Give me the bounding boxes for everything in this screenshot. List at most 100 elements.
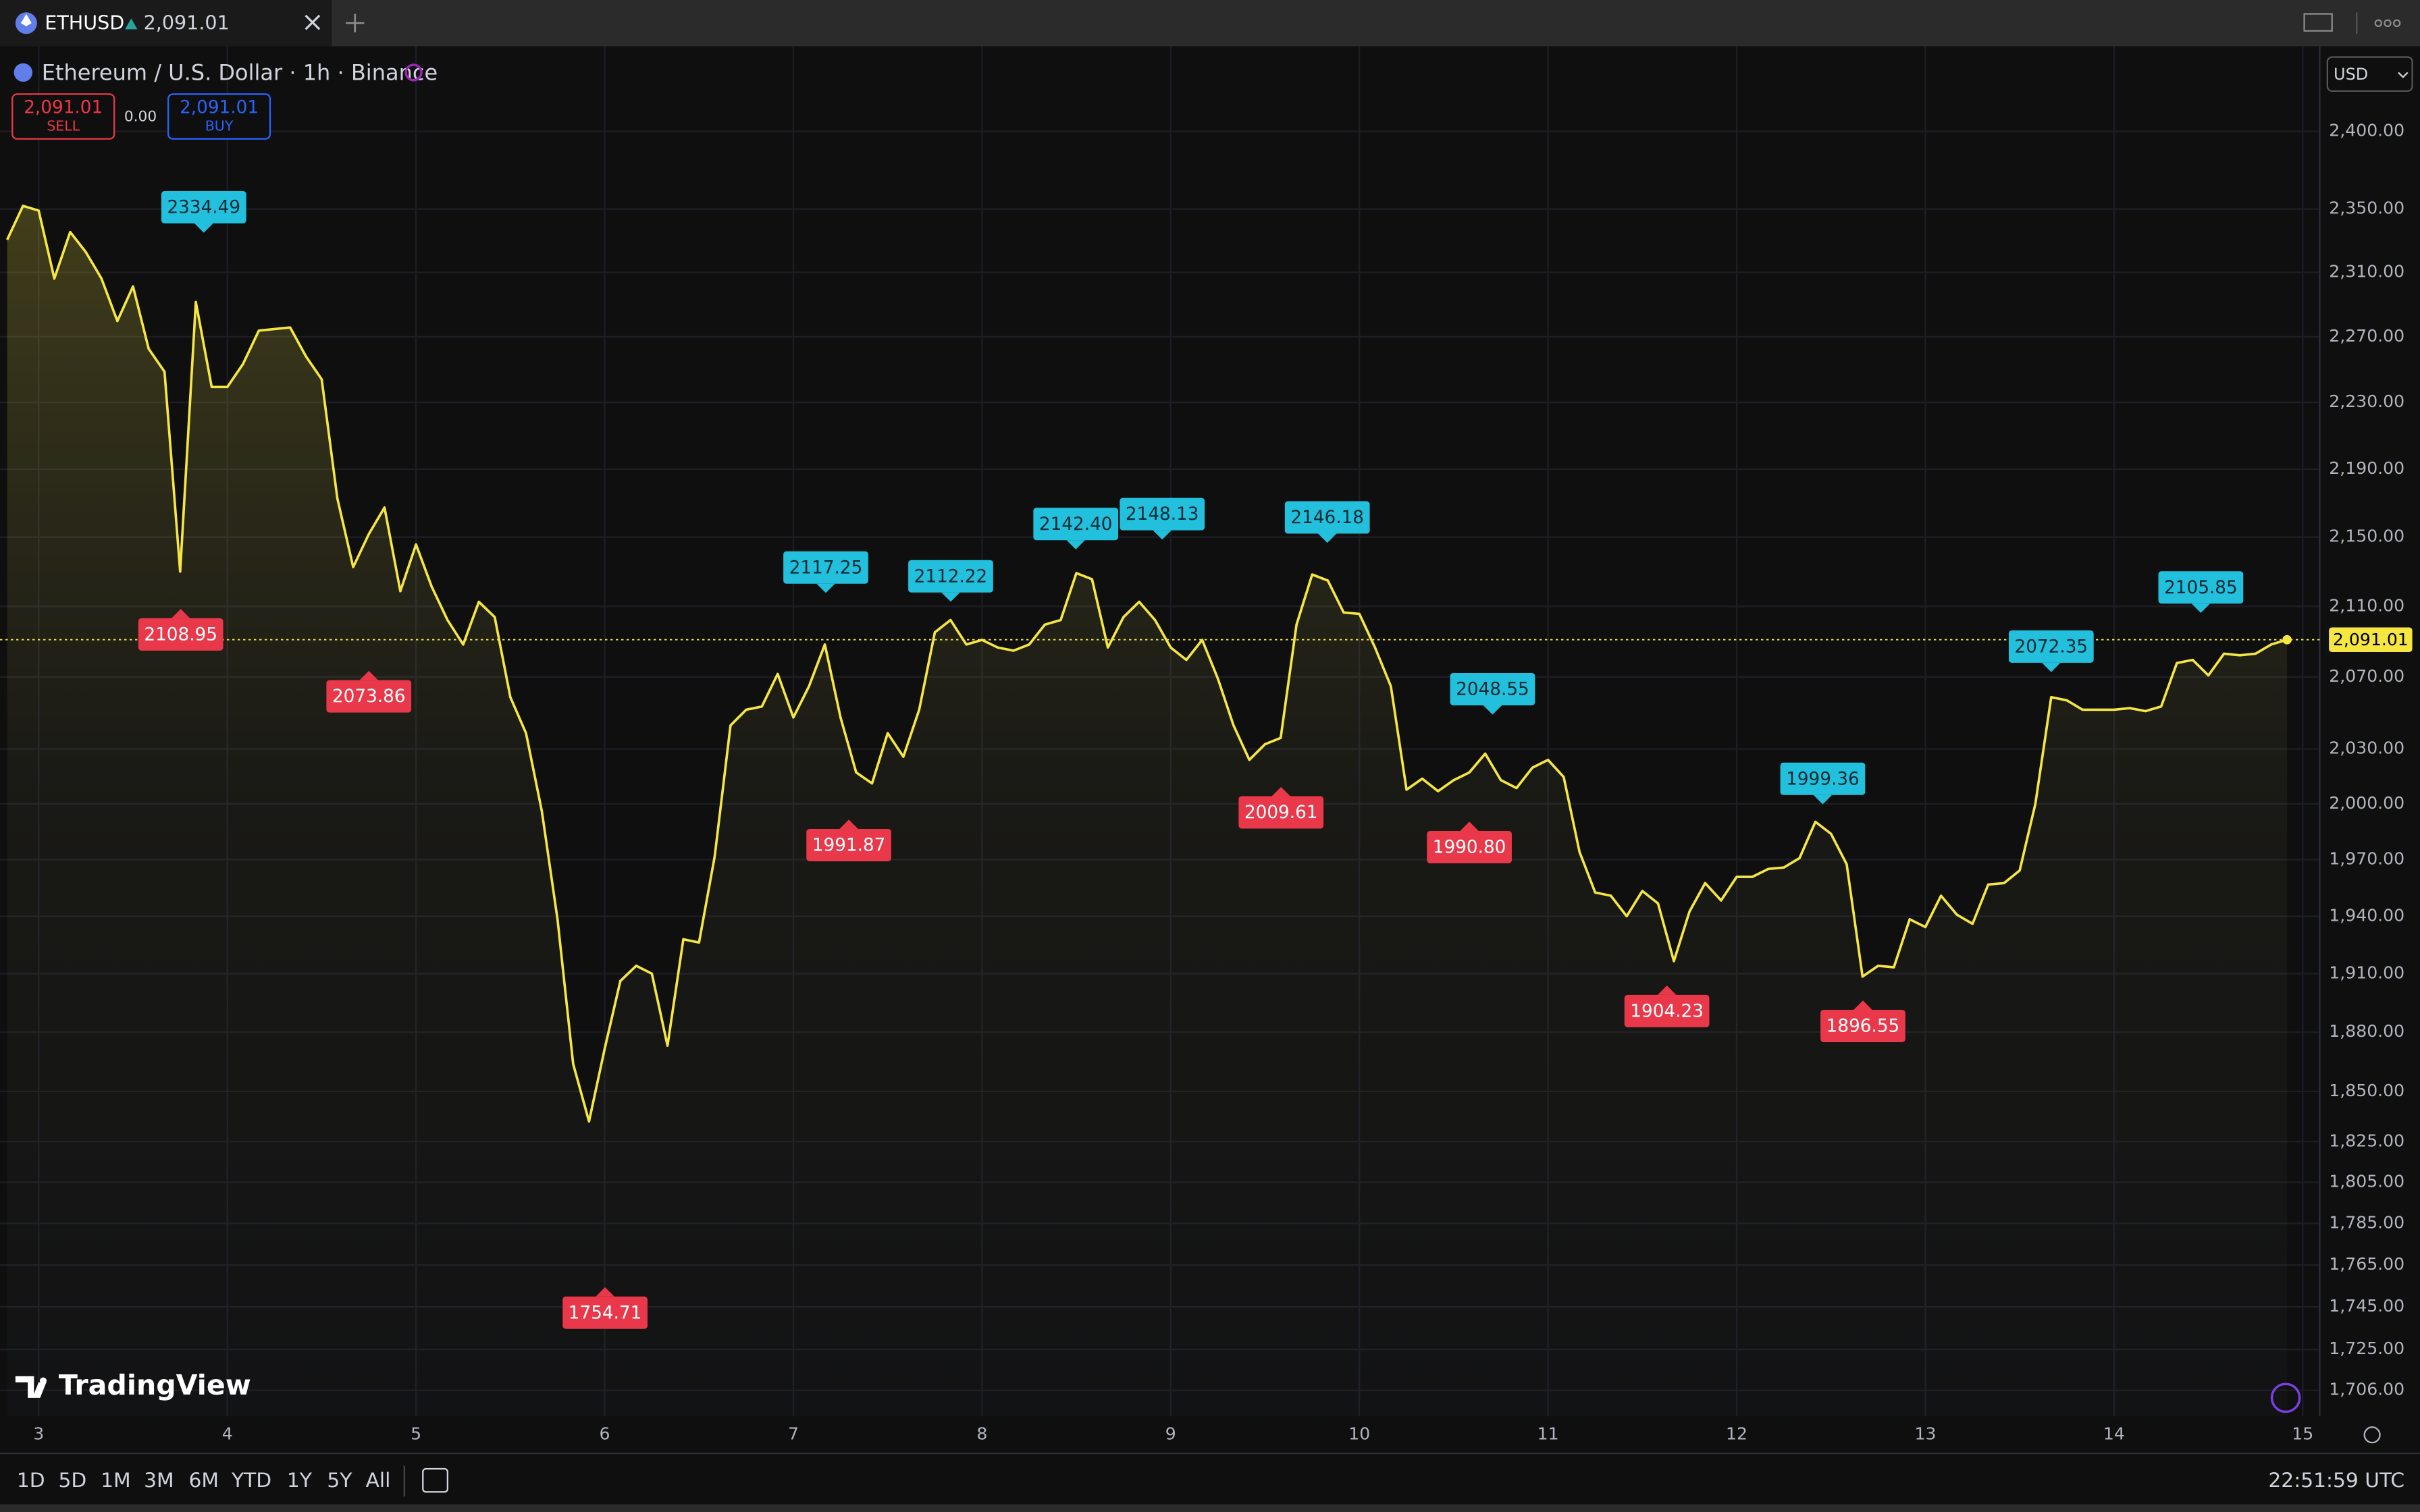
label-pointer [816, 583, 835, 593]
last-price-label: 2,091.01 [2333, 630, 2409, 649]
x-tick-label: 10 [1348, 1424, 1370, 1444]
label-pointer [1813, 794, 1833, 805]
y-tick-label: 1,706.00 [2329, 1380, 2404, 1399]
layout-button[interactable] [2303, 13, 2333, 32]
currency-select[interactable] [2326, 56, 2413, 92]
high-label: 2072.35 [2015, 637, 2088, 657]
low-label: 2073.86 [332, 686, 406, 707]
go-to-date[interactable] [422, 1467, 448, 1493]
tab[interactable] [0, 0, 332, 47]
more-button[interactable] [2374, 19, 2401, 27]
label-pointer [2191, 603, 2211, 613]
x-tick-label: 7 [788, 1424, 799, 1444]
last-point [2282, 634, 2292, 645]
y-tick-label: 1,745.00 [2329, 1296, 2404, 1316]
y-tick-label: 2,310.00 [2329, 261, 2404, 281]
tab-price: 2,091.01 [144, 11, 230, 34]
tab-bar [0, 0, 2420, 47]
low-label-box [326, 680, 412, 713]
eth-icon [14, 63, 32, 82]
high-label-box [161, 190, 246, 223]
range-button[interactable]: 1Y [287, 1469, 313, 1492]
low-label-box [1820, 1009, 1905, 1042]
y-tick-label: 1,970.00 [2329, 848, 2404, 868]
y-tick-label: 2,150.00 [2329, 526, 2404, 546]
provider-icon [404, 63, 423, 82]
sell-price: 2,091.01 [24, 97, 103, 117]
x-tick-label: 8 [976, 1424, 987, 1444]
y-tick-label: 2,110.00 [2329, 595, 2404, 615]
y-tick-label: 2,030.00 [2329, 738, 2404, 758]
label-pointer [1271, 786, 1290, 796]
label-pointer [839, 819, 858, 830]
x-tick-label: 5 [411, 1424, 421, 1444]
high-label-box [1120, 497, 1205, 531]
label-pointer [1317, 533, 1337, 543]
x-tick-label: 9 [1165, 1424, 1176, 1444]
label-pointer [1657, 986, 1677, 995]
high-label: 2146.18 [1290, 508, 1364, 528]
high-label-box [2158, 571, 2244, 604]
y-tick-label: 2,190.00 [2329, 458, 2404, 478]
low-label-box [1427, 830, 1512, 863]
x-tick-label: 3 [33, 1424, 44, 1444]
x-tick-label: 13 [1914, 1424, 1936, 1444]
new-tab[interactable] [346, 14, 365, 32]
range-button[interactable]: 1D [17, 1469, 45, 1492]
label-pointer [596, 1287, 614, 1297]
y-tick-label: 1,850.00 [2329, 1081, 2404, 1100]
price-line [5, 205, 2288, 1123]
label-pointer [194, 223, 213, 233]
close-tab[interactable] [305, 14, 321, 30]
x-tick-label: 14 [2103, 1424, 2125, 1444]
range-button[interactable]: 3M [144, 1469, 174, 1492]
low-label: 2108.95 [144, 625, 217, 645]
low-label-box [138, 618, 223, 651]
range-button[interactable]: 6M [188, 1469, 219, 1492]
range-button[interactable]: All [366, 1469, 391, 1492]
buy-button[interactable] [167, 93, 271, 140]
high-label: 2334.49 [167, 198, 240, 218]
label-pointer [359, 670, 378, 680]
label-pointer [1460, 821, 1479, 831]
currency: USD [2334, 65, 2368, 84]
area-fill [7, 206, 2288, 1417]
tab-symbol: ETHUSD [45, 11, 124, 34]
range-button[interactable]: 5Y [327, 1469, 352, 1492]
low-label: 2009.61 [1244, 803, 1318, 823]
high-label-box [908, 560, 993, 593]
last-price-box [2329, 627, 2413, 653]
sell-button[interactable] [11, 93, 115, 140]
high-label-box [1284, 501, 1370, 534]
y-tick-label: 1,725.00 [2329, 1339, 2404, 1358]
plot-area: 2,400.00 2,350.00 2,310.00 2,270.00 2,230.00… [0, 46, 2413, 1444]
x-tick-label: 12 [1726, 1424, 1747, 1444]
settings-button[interactable] [2363, 1426, 2381, 1444]
assistant-icon[interactable] [2270, 1382, 2301, 1413]
buy-label: BUY [205, 117, 234, 134]
buy-price: 2,091.01 [180, 97, 259, 117]
label-pointer [1853, 1000, 1872, 1010]
y-tick-label: 1,765.00 [2329, 1254, 2404, 1274]
y-tick-label: 2,350.00 [2329, 198, 2404, 218]
label-pointer [1066, 540, 1085, 549]
y-tick-label: 2,230.00 [2329, 392, 2404, 411]
low-label: 1991.87 [812, 836, 886, 856]
label-pointer [1153, 530, 1172, 540]
label-pointer [941, 592, 960, 602]
range-button[interactable]: YTD [231, 1469, 271, 1492]
chart-title: Ethereum / U.S. Dollar · 1h · Binance [42, 60, 438, 86]
y-tick-label: 2,400.00 [2329, 121, 2404, 140]
high-label: 2148.13 [1126, 504, 1199, 524]
high-label: 2117.25 [789, 558, 863, 578]
sell-label: SELL [47, 117, 80, 134]
low-label: 1990.80 [1433, 838, 1506, 858]
y-tick-label: 1,910.00 [2329, 963, 2404, 982]
range-button[interactable]: 5D [59, 1469, 87, 1492]
low-label-box [1624, 994, 1710, 1027]
clock: 22:51:59 UTC [2268, 1469, 2404, 1492]
range-button[interactable]: 1M [101, 1469, 131, 1492]
low-label-box [806, 829, 891, 862]
y-tick-label: 1,940.00 [2329, 905, 2404, 925]
